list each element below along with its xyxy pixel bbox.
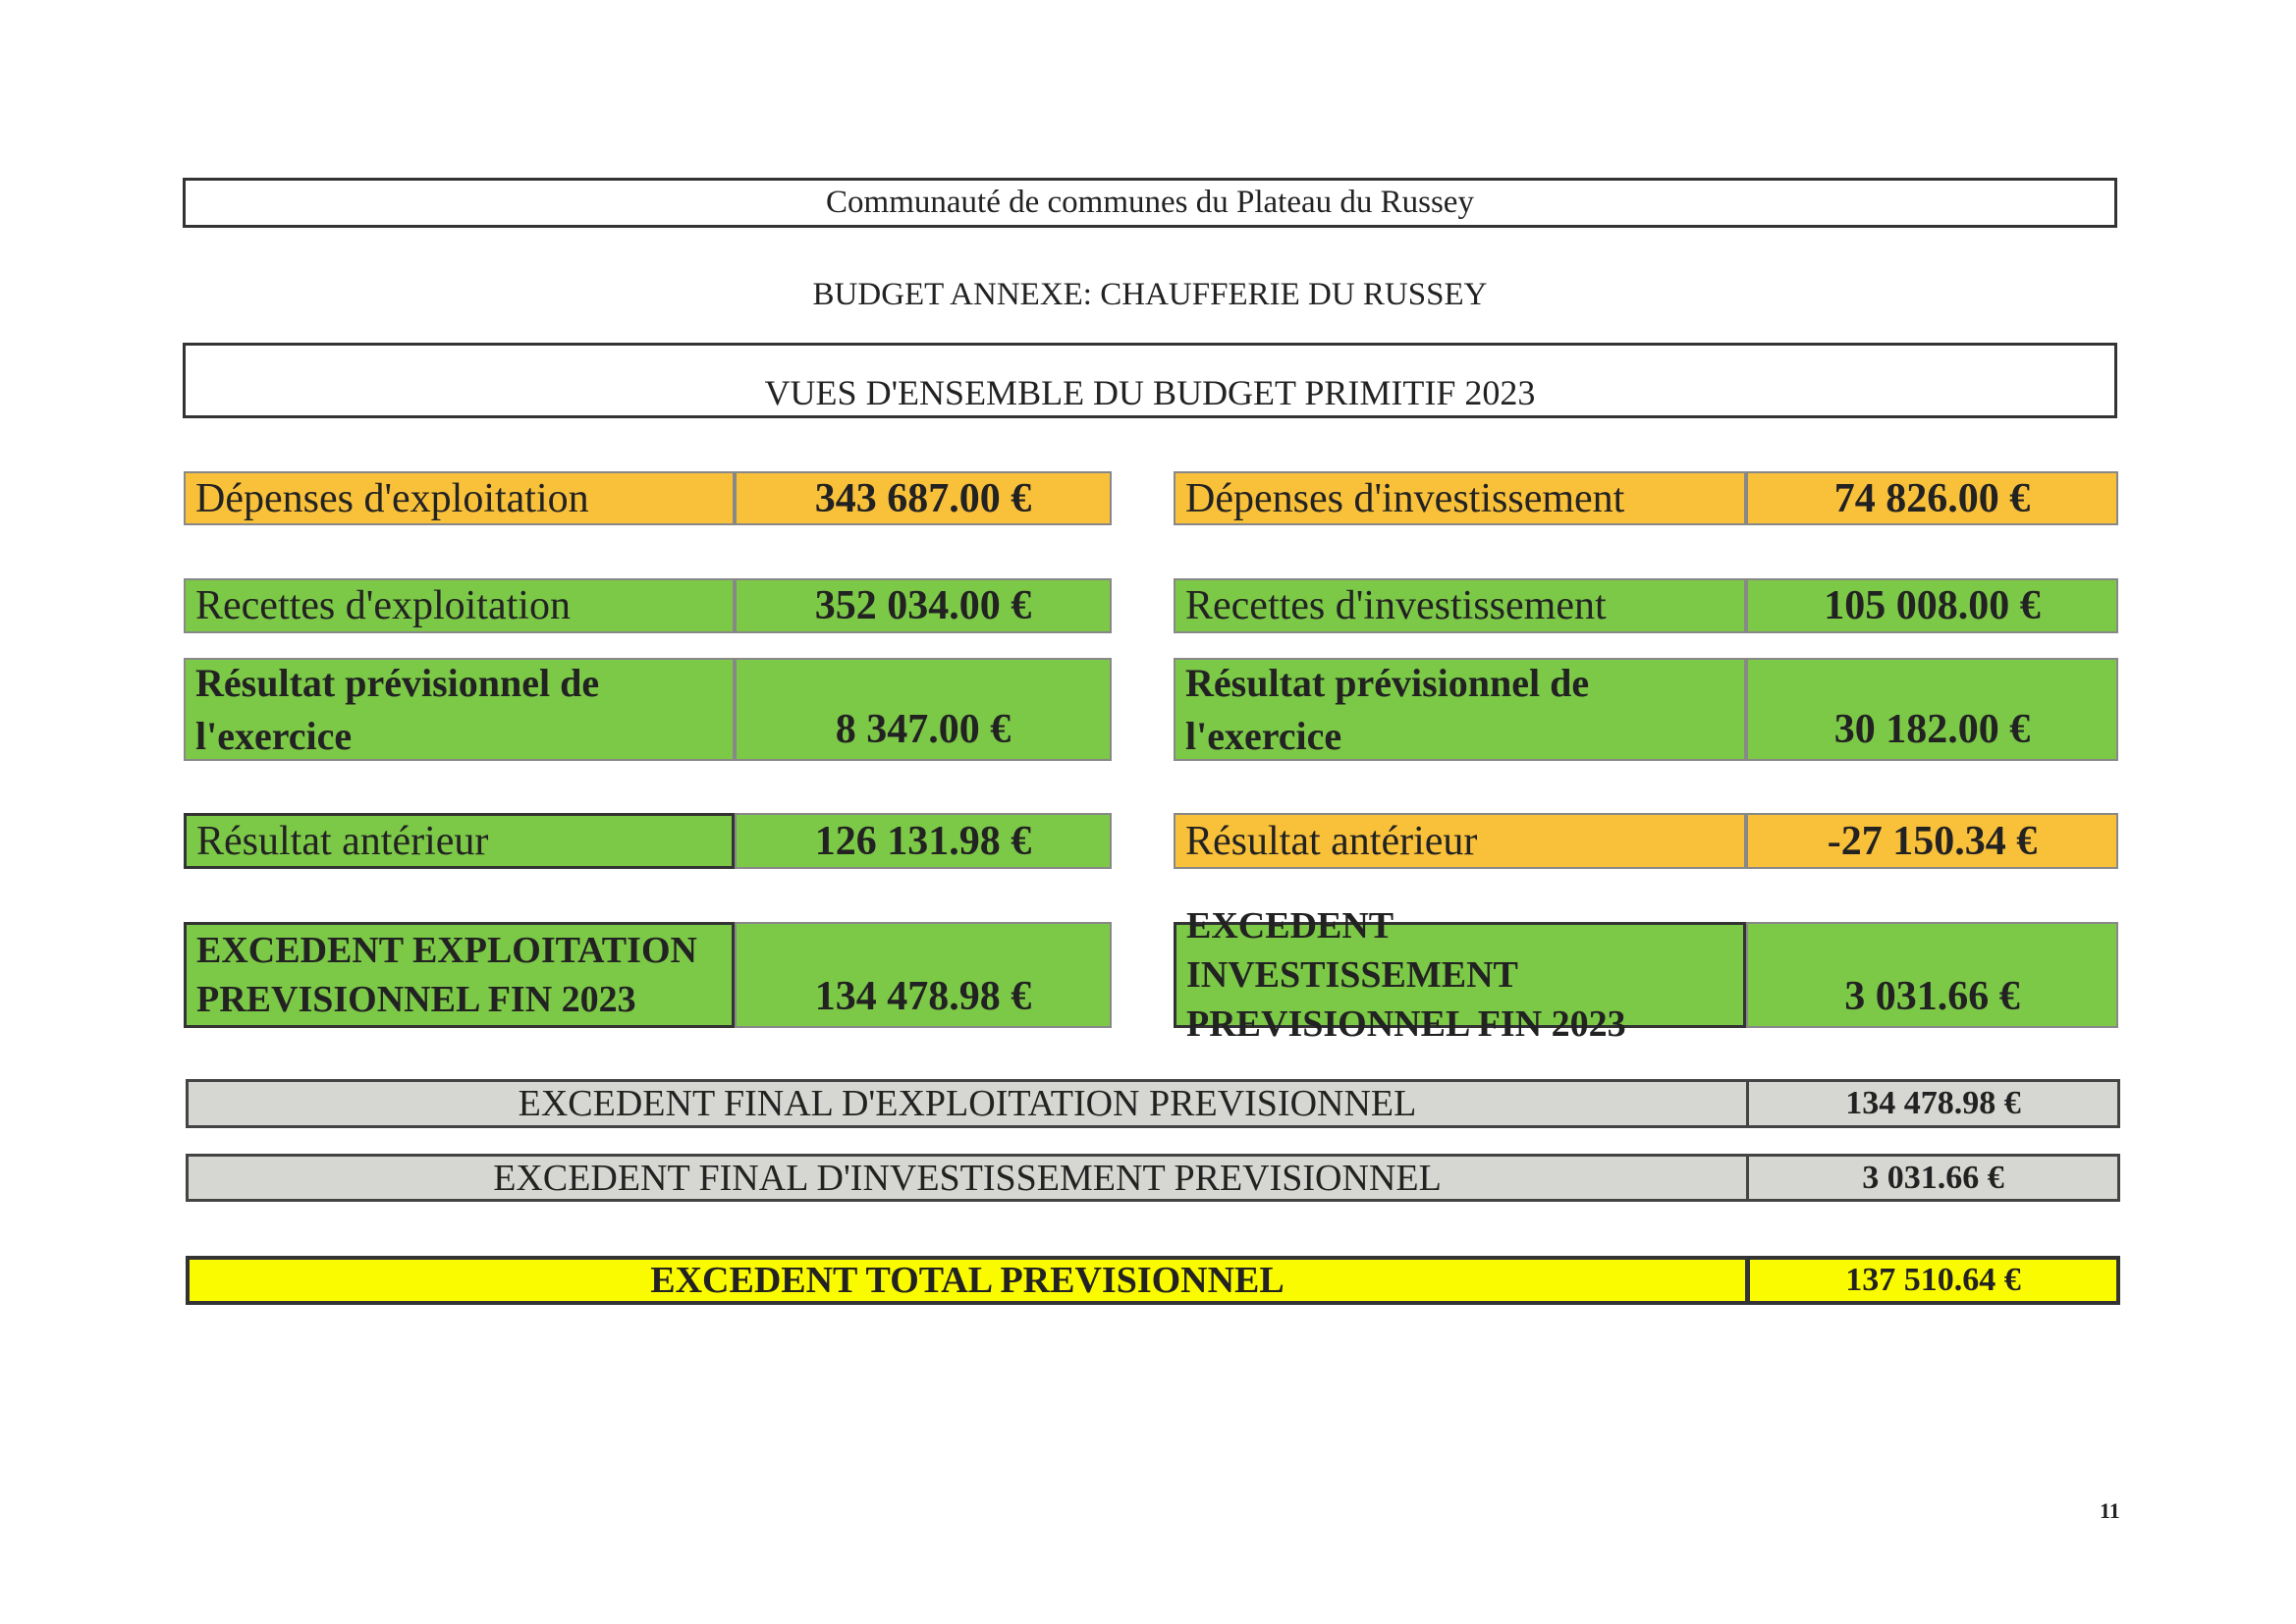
resultat-previsionnel-investissement-label: Résultat prévisionnel de l'exercice: [1174, 658, 1746, 761]
excedent-exploitation-label: EXCEDENT EXPLOITATION PREVISIONNEL FIN 2…: [184, 922, 735, 1028]
label-line-2: PREVISIONNEL FIN 2023: [196, 979, 636, 1020]
depenses-investissement-value: 74 826.00 €: [1746, 471, 2118, 525]
resultat-anterieur-exploitation-label: Résultat antérieur: [184, 813, 735, 869]
depenses-exploitation-label: Dépenses d'exploitation: [184, 471, 735, 525]
excedent-total-label: EXCEDENT TOTAL PREVISIONNEL: [186, 1256, 1749, 1305]
resultat-anterieur-investissement-value: -27 150.34 €: [1746, 813, 2118, 869]
depenses-exploitation-value: 343 687.00 €: [735, 471, 1112, 525]
label-line-1: Résultat prévisionnel de: [1185, 660, 1590, 705]
label-line-2: PREVISIONNEL FIN 2023: [1186, 1003, 1626, 1045]
excedent-final-exploitation-label: EXCEDENT FINAL D'EXPLOITATION PREVISIONN…: [186, 1079, 1749, 1128]
label-line-1: EXCEDENT EXPLOITATION: [196, 930, 697, 971]
recettes-exploitation-label: Recettes d'exploitation: [184, 578, 735, 633]
page-number: 11: [2100, 1498, 2120, 1523]
recettes-exploitation-value: 352 034.00 €: [735, 578, 1112, 633]
title-box: VUES D'ENSEMBLE DU BUDGET PRIMITIF 2023: [183, 343, 2117, 418]
label-line-2: l'exercice: [1185, 713, 1342, 758]
page-title: VUES D'ENSEMBLE DU BUDGET PRIMITIF 2023: [764, 373, 1536, 412]
excedent-exploitation-value: 134 478.98 €: [735, 922, 1112, 1028]
excedent-investissement-label: EXCEDENT INVESTISSEMENT PREVISIONNEL FIN…: [1174, 905, 1746, 1045]
organisation-name: Communauté de communes du Plateau du Rus…: [826, 185, 1474, 220]
recettes-investissement-value: 105 008.00 €: [1746, 578, 2118, 633]
label-line-2: l'exercice: [195, 713, 353, 758]
resultat-previsionnel-investissement-value: 30 182.00 €: [1746, 658, 2118, 761]
resultat-anterieur-exploitation-value: 126 131.98 €: [735, 813, 1112, 869]
organisation-header: Communauté de communes du Plateau du Rus…: [183, 178, 2117, 228]
resultat-anterieur-investissement-label: Résultat antérieur: [1174, 813, 1746, 869]
subtitle: BUDGET ANNEXE: CHAUFFERIE DU RUSSEY: [812, 277, 1488, 312]
excedent-investissement-value: 3 031.66 €: [1746, 922, 2118, 1028]
label-line-1: EXCEDENT INVESTISSEMENT: [1186, 905, 1518, 996]
excedent-final-investissement-value: 3 031.66 €: [1746, 1154, 2120, 1202]
recettes-investissement-label: Recettes d'investissement: [1174, 578, 1746, 633]
excedent-final-exploitation-value: 134 478.98 €: [1746, 1079, 2120, 1128]
resultat-previsionnel-exploitation-label: Résultat prévisionnel de l'exercice: [184, 658, 735, 761]
excedent-final-investissement-label: EXCEDENT FINAL D'INVESTISSEMENT PREVISIO…: [186, 1154, 1749, 1202]
excedent-total-value: 137 510.64 €: [1746, 1256, 2120, 1305]
depenses-investissement-label: Dépenses d'investissement: [1174, 471, 1746, 525]
resultat-previsionnel-exploitation-value: 8 347.00 €: [735, 658, 1112, 761]
label-line-1: Résultat prévisionnel de: [195, 660, 600, 705]
